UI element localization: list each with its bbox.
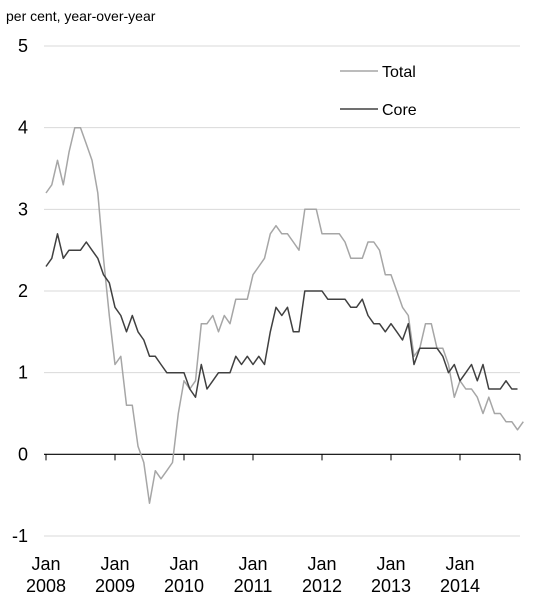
x-tick-label-month: Jan xyxy=(31,554,60,574)
x-tick-label-month: Jan xyxy=(307,554,336,574)
y-tick-label: 3 xyxy=(18,199,28,219)
legend-label-core: Core xyxy=(382,102,417,119)
y-tick-label: -1 xyxy=(12,526,28,546)
series-lines xyxy=(45,126,524,505)
y-tick-label: 2 xyxy=(18,281,28,301)
y-tick-label: 5 xyxy=(18,36,28,56)
y-tick-labels: -1 0 1 2 3 4 5 xyxy=(12,36,28,546)
x-tick-label-year: 2009 xyxy=(95,576,135,596)
x-tick-label-year: 2013 xyxy=(371,576,411,596)
y-tick-label: 0 xyxy=(18,444,28,464)
x-tick-label-month: Jan xyxy=(169,554,198,574)
gridlines xyxy=(44,45,520,537)
x-tick-label-month: Jan xyxy=(100,554,129,574)
x-tick-label-year: 2014 xyxy=(440,576,480,596)
y-axis-unit-label: per cent, year-over-year xyxy=(6,8,156,24)
x-tick-label-month: Jan xyxy=(445,554,474,574)
x-tick-label-month: Jan xyxy=(238,554,267,574)
legend: Total Core xyxy=(340,64,417,119)
axes xyxy=(44,453,521,461)
x-tick-label-year: 2011 xyxy=(234,576,273,596)
x-tick-label-year: 2012 xyxy=(302,576,342,596)
x-tick-labels: Jan2008Jan2009Jan2010Jan2011Jan2012Jan20… xyxy=(26,554,480,596)
series-line-total xyxy=(45,126,524,505)
legend-label-total: Total xyxy=(382,64,416,81)
y-tick-label: 1 xyxy=(18,363,28,383)
y-tick-label: 4 xyxy=(18,118,28,138)
series-line-core xyxy=(45,233,518,398)
x-tick-label-year: 2010 xyxy=(164,576,204,596)
x-tick-label-year: 2008 xyxy=(26,576,66,596)
x-tick-label-month: Jan xyxy=(376,554,405,574)
